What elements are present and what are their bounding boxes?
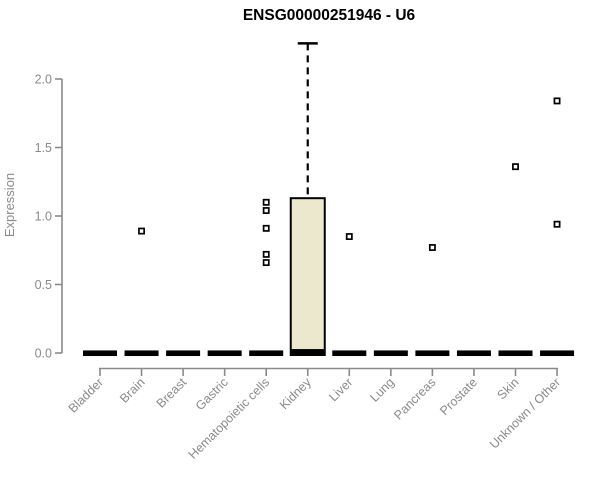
y-tick-label: 0.0 bbox=[35, 347, 52, 361]
collapsed-box-bar bbox=[373, 350, 408, 357]
x-tick-label: Unknown / Other bbox=[487, 375, 563, 451]
y-tick-label: 1.0 bbox=[35, 210, 52, 224]
y-tick-label: 0.5 bbox=[35, 278, 52, 292]
median-bar bbox=[290, 349, 325, 355]
x-tick-label: Breast bbox=[154, 375, 190, 411]
x-tick-label: Pancreas bbox=[391, 375, 438, 422]
collapsed-box-bar bbox=[249, 350, 284, 357]
collapsed-box-bar bbox=[332, 350, 367, 357]
collapsed-box-bar bbox=[498, 350, 533, 357]
collapsed-box-bar bbox=[124, 350, 159, 357]
y-tick-label: 2.0 bbox=[35, 73, 52, 87]
x-tick-label: Lung bbox=[367, 375, 397, 405]
collapsed-box-bar bbox=[207, 350, 242, 357]
collapsed-box-bar bbox=[540, 350, 575, 357]
x-tick-label: Brain bbox=[117, 375, 148, 406]
chart-title: ENSG00000251946 - U6 bbox=[243, 7, 416, 24]
collapsed-box-bar bbox=[456, 350, 491, 357]
box-rect bbox=[289, 197, 326, 356]
outlier-point bbox=[512, 163, 519, 171]
collapsed-box-bar bbox=[83, 350, 117, 357]
x-tick-label: Gastric bbox=[193, 375, 231, 413]
outlier-point bbox=[262, 259, 270, 267]
outlier-point bbox=[138, 227, 145, 235]
outlier-point bbox=[553, 97, 561, 105]
x-tick-label: Kidney bbox=[277, 375, 314, 412]
y-axis-title: Expression bbox=[2, 173, 17, 237]
outlier-point bbox=[345, 233, 353, 240]
x-tick-label: Skin bbox=[495, 375, 522, 402]
outlier-point bbox=[262, 250, 270, 258]
y-tick-label: 1.5 bbox=[35, 141, 52, 155]
outlier-point bbox=[262, 207, 270, 214]
collapsed-box-bar bbox=[415, 350, 450, 357]
x-tick-label: Liver bbox=[326, 375, 355, 404]
x-tick-label: Hematopoietic cells bbox=[186, 375, 273, 462]
outlier-point bbox=[553, 220, 561, 228]
outlier-point bbox=[428, 244, 436, 251]
x-tick-label: Prostate bbox=[437, 375, 480, 418]
x-tick-label: Bladder bbox=[66, 375, 106, 415]
outlier-point bbox=[262, 198, 270, 206]
collapsed-box-bar bbox=[166, 350, 201, 357]
outlier-point bbox=[262, 224, 270, 232]
